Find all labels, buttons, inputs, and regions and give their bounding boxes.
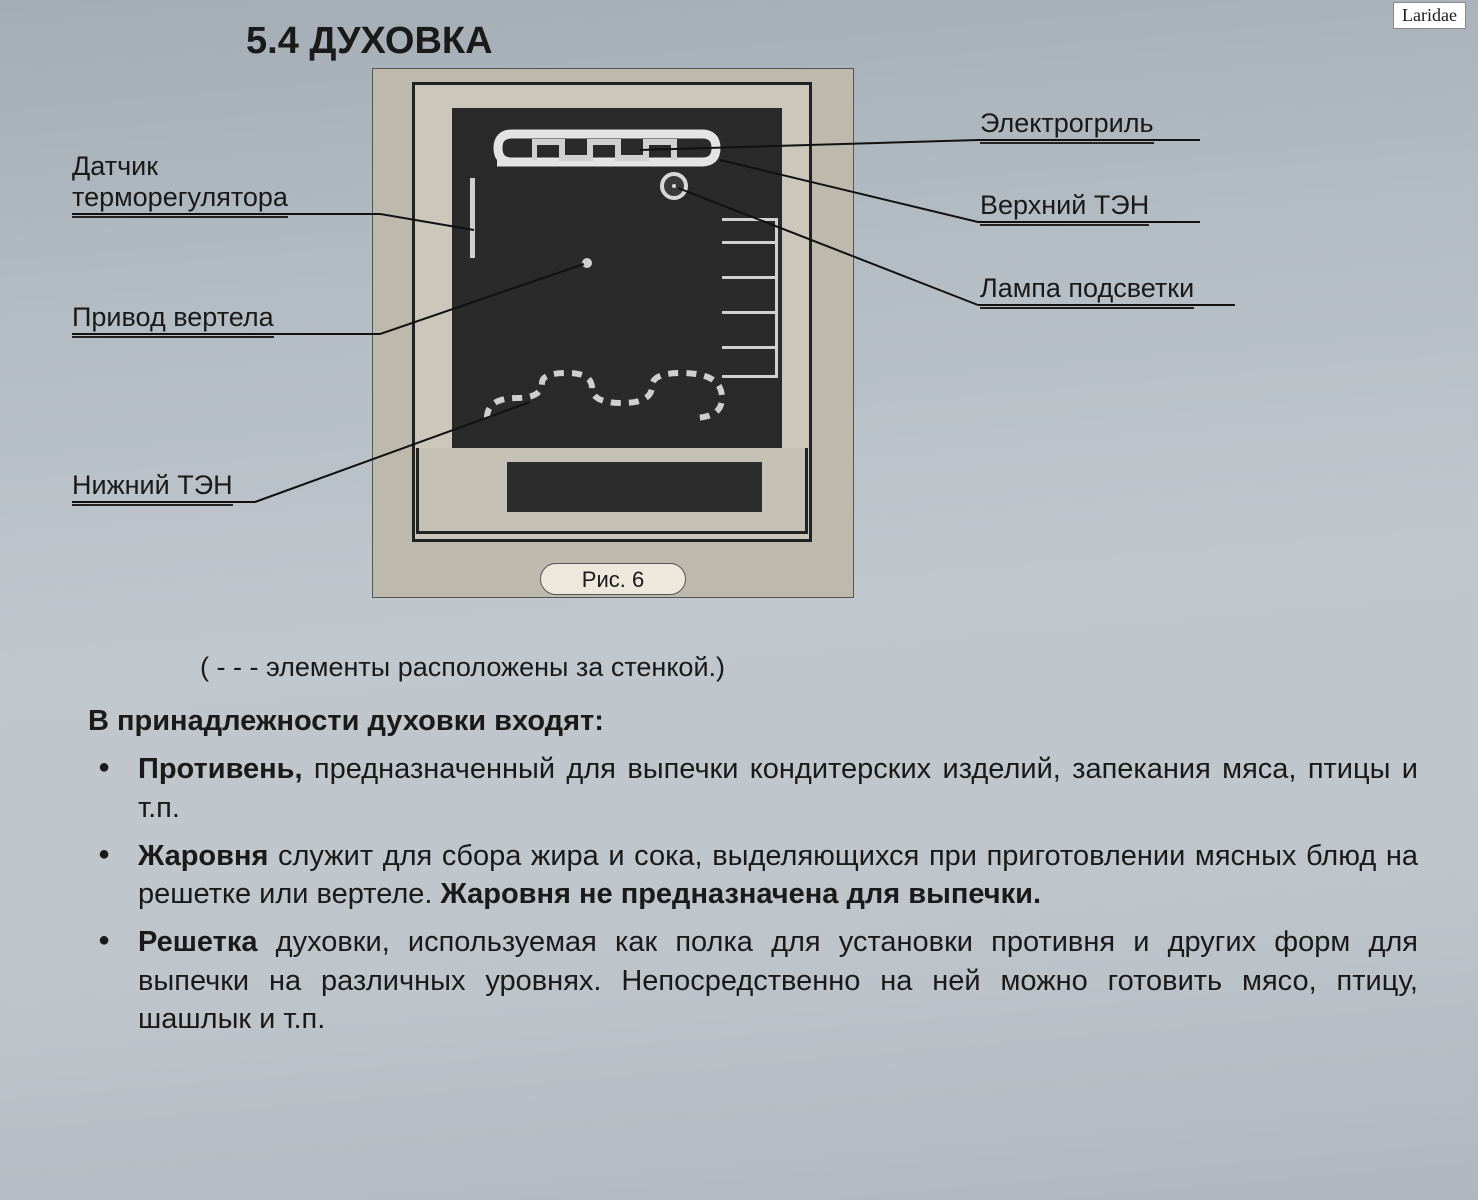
label-upper-heater: Верхний ТЭН bbox=[980, 190, 1149, 226]
label-text: Нижний ТЭН bbox=[72, 470, 233, 506]
bold-term: Жаровня bbox=[138, 840, 268, 872]
figure-caption: Рис. 6 bbox=[540, 563, 686, 595]
lamp-icon bbox=[660, 172, 688, 200]
label-spit-drive: Привод вертела bbox=[72, 302, 274, 338]
list-item: Решетка духовки, используемая как полка … bbox=[138, 923, 1418, 1038]
label-text: Верхний ТЭН bbox=[980, 190, 1149, 226]
bold-term: Противень, bbox=[138, 753, 303, 785]
item-text: духовки, используемая как полка для уста… bbox=[138, 926, 1418, 1035]
bold-term: Решетка bbox=[138, 926, 258, 958]
list-item: Жаровня служит для сбора жира и сока, вы… bbox=[138, 837, 1418, 914]
dashed-legend-note: ( - - - элементы расположены за стенкой.… bbox=[200, 652, 725, 683]
accessories-heading: В принадлежности духовки входят: bbox=[88, 702, 1418, 740]
label-thermo-sensor: Датчик терморегулятора bbox=[72, 151, 288, 218]
section-title: 5.4 ДУХОВКА bbox=[246, 20, 493, 63]
accessories-block: В принадлежности духовки входят: Противе… bbox=[88, 702, 1418, 1048]
watermark-top: Laridae bbox=[1393, 2, 1466, 29]
spit-drive-icon bbox=[582, 258, 592, 268]
label-lower-heater: Нижний ТЭН bbox=[72, 470, 233, 506]
oven-door bbox=[416, 448, 808, 534]
oven-rails bbox=[722, 218, 778, 378]
label-text: Датчик bbox=[72, 151, 158, 181]
lower-heater-icon bbox=[482, 368, 732, 428]
item-text: предназначенный для выпечки кондитерских… bbox=[138, 753, 1418, 823]
list-item: Противень, предназначенный для выпечки к… bbox=[138, 750, 1418, 827]
label-grill: Электрогриль bbox=[980, 108, 1154, 144]
label-text: Электрогриль bbox=[980, 108, 1154, 144]
label-text: терморегулятора bbox=[72, 182, 288, 218]
label-text: Лампа подсветки bbox=[980, 273, 1194, 309]
thermo-sensor-icon bbox=[470, 178, 475, 258]
grill-element-icon bbox=[532, 138, 692, 162]
label-text: Привод вертела bbox=[72, 302, 274, 338]
oven-diagram: Рис. 6 bbox=[372, 68, 854, 598]
label-lamp: Лампа подсветки bbox=[980, 273, 1194, 309]
bold-term: Жаровня не предназначена для выпечки. bbox=[441, 878, 1041, 910]
